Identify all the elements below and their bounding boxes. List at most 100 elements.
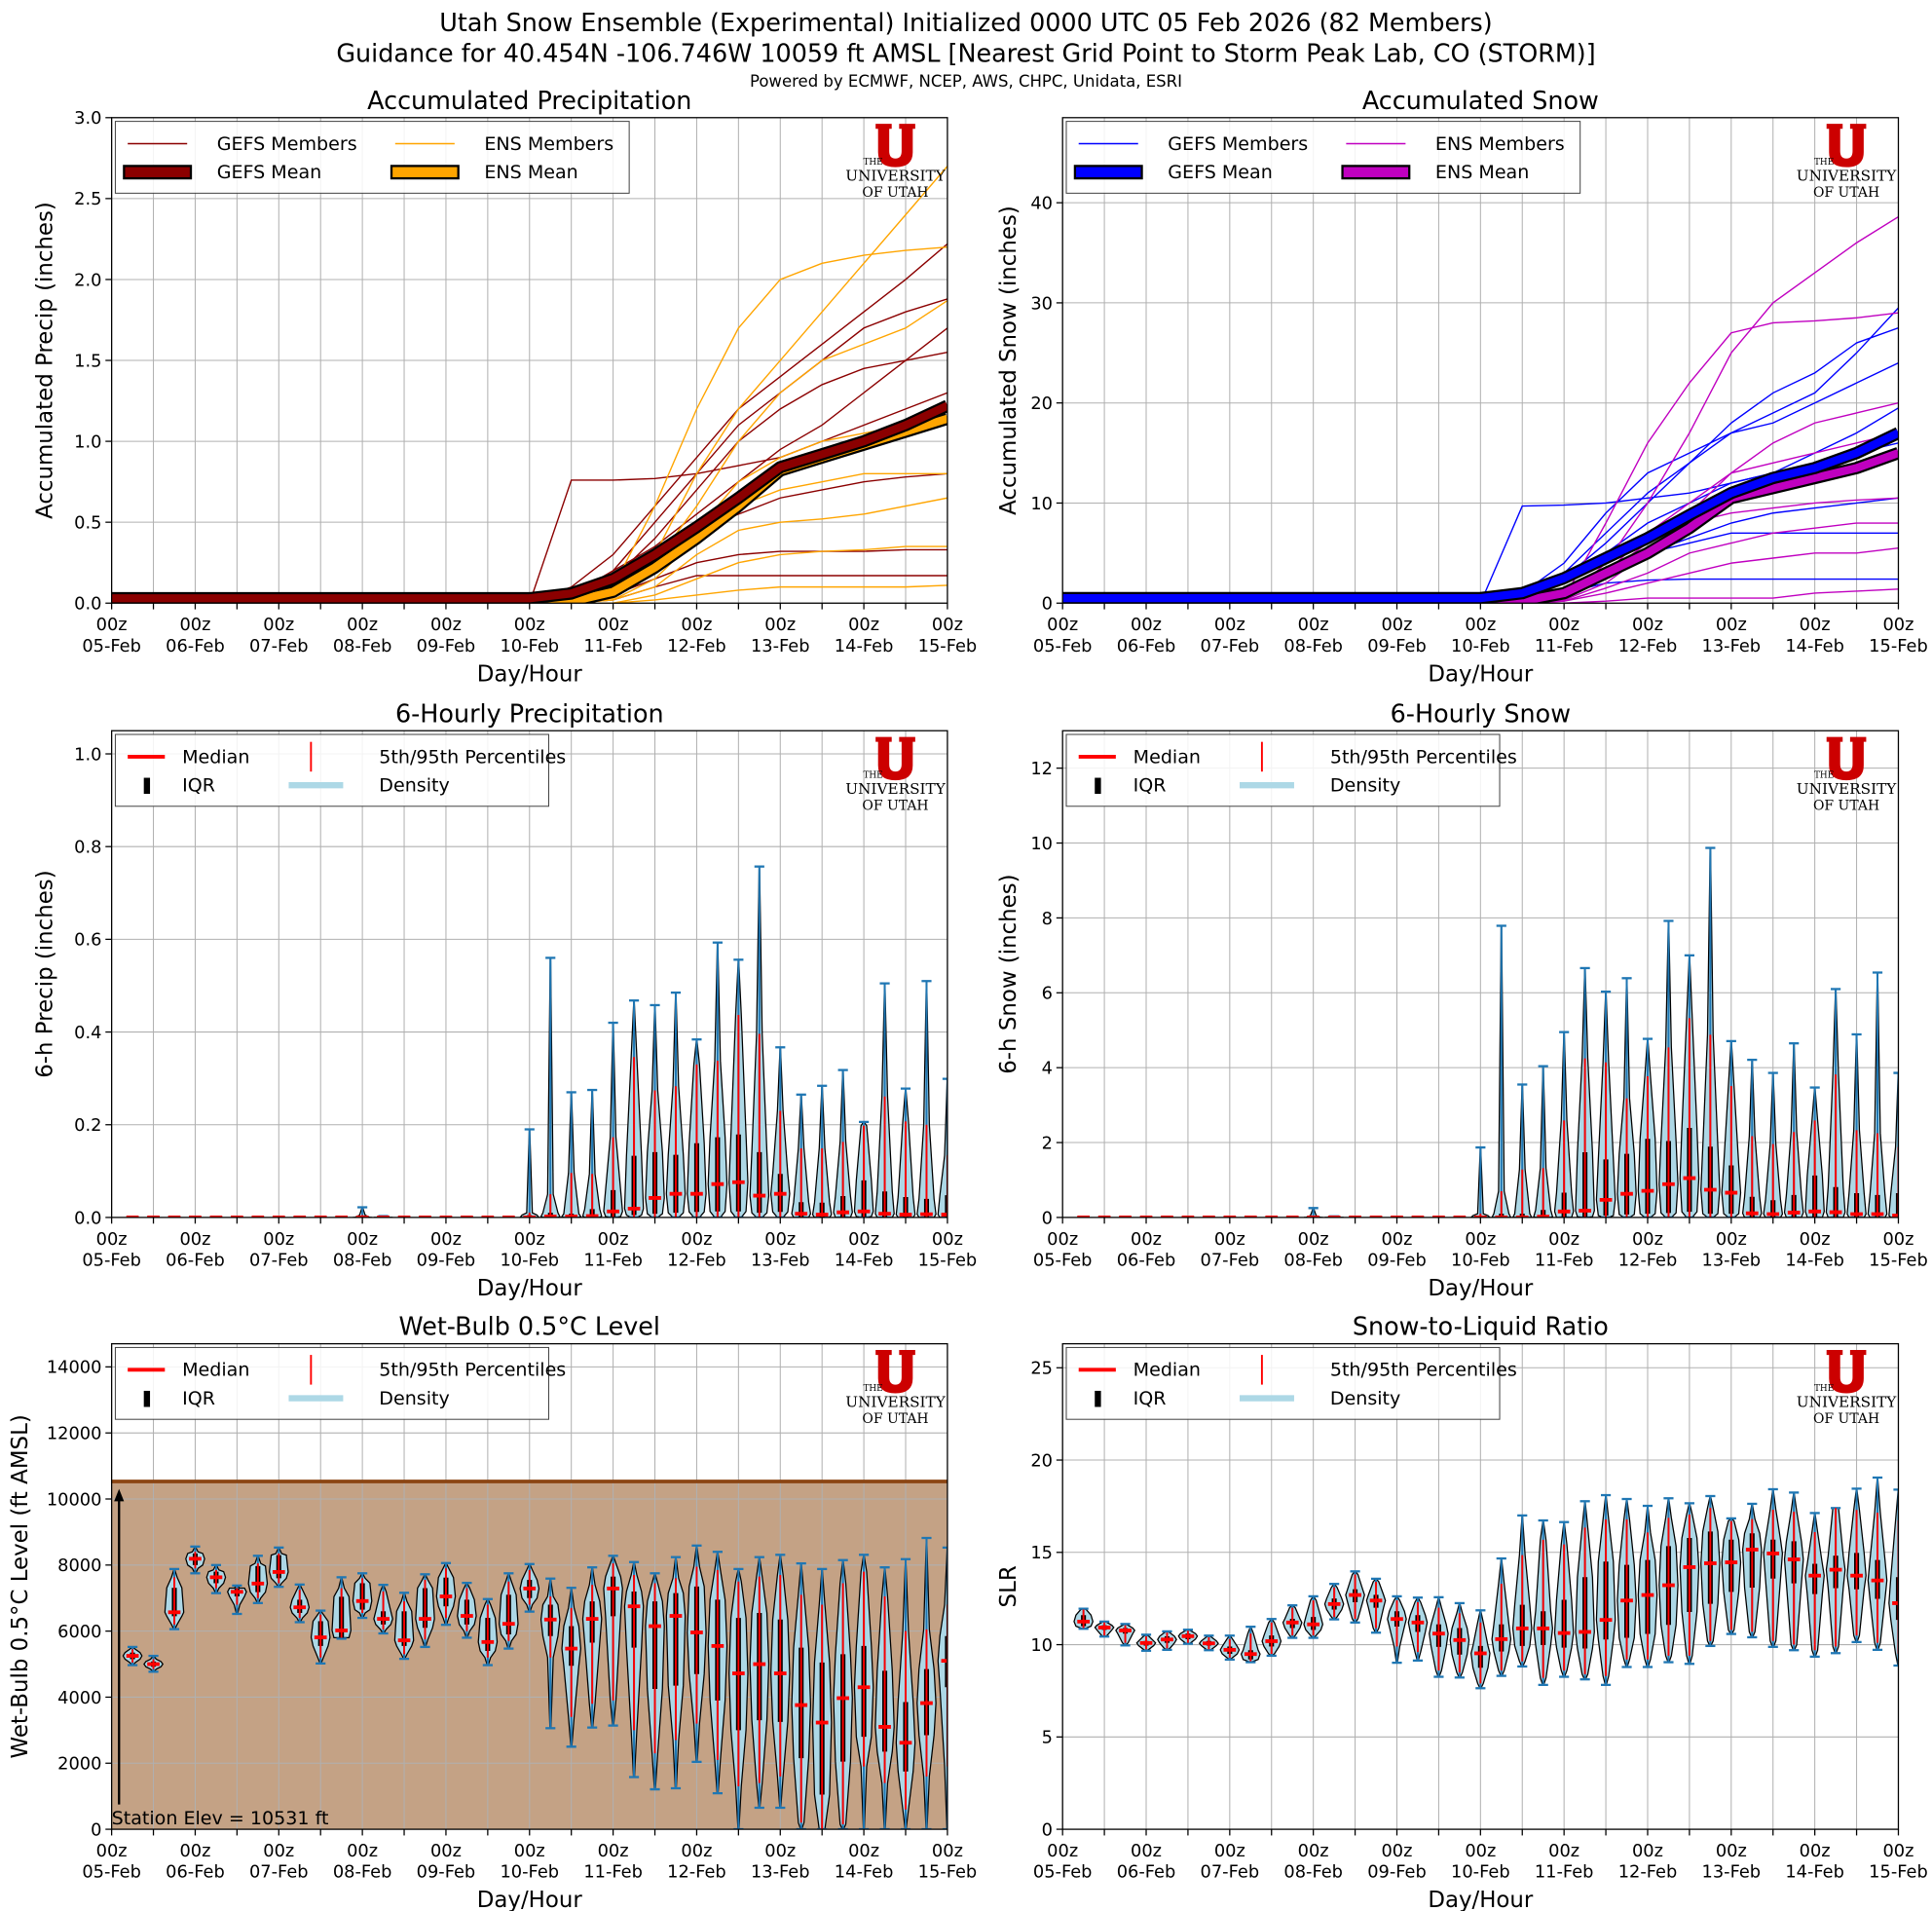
x-axis-label: Day/Hour — [477, 1276, 583, 1301]
violin — [1115, 1623, 1135, 1647]
mean-line-gefs-mean — [1062, 429, 1899, 603]
x-tick-label-date: 13-Feb — [751, 1862, 810, 1883]
logo-text-the: THE — [1814, 1384, 1834, 1394]
violin — [1679, 1502, 1700, 1666]
y-tick-label: 0 — [1042, 1208, 1053, 1228]
x-tick-label-date: 13-Feb — [1702, 636, 1762, 656]
legend-swatch — [1073, 165, 1143, 180]
legend: Median 5th/95th Percentiles IQR Density — [114, 733, 566, 807]
x-tick-label-date: 14-Feb — [835, 636, 894, 656]
x-tick-label-date: 15-Feb — [1869, 636, 1928, 656]
violin — [393, 1592, 415, 1661]
x-tick-label-date: 09-Feb — [1367, 1251, 1427, 1271]
legend-label: ENS Mean — [484, 162, 577, 183]
x-tick-label-hour: 00z — [764, 1229, 796, 1250]
violin — [289, 1583, 311, 1624]
utah-u-icon — [875, 1349, 915, 1394]
x-tick-label-hour: 00z — [1381, 1841, 1412, 1861]
x-tick-label-hour: 00z — [681, 1841, 712, 1861]
violin — [1846, 1487, 1867, 1644]
member-line — [1062, 588, 1899, 604]
y-tick-label: 0 — [1042, 594, 1053, 615]
plot-area — [122, 1536, 947, 1830]
legend-label: Median — [1133, 746, 1201, 768]
violin — [1658, 919, 1679, 1218]
violin — [310, 1609, 331, 1666]
member-line — [111, 299, 947, 604]
legend-label: Density — [1330, 1388, 1400, 1409]
violin — [1157, 1630, 1177, 1652]
x-tick-label-hour: 00z — [96, 1841, 128, 1861]
violin — [1700, 846, 1721, 1218]
x-tick-label-date: 12-Feb — [667, 1862, 726, 1883]
x-tick-label-date: 06-Feb — [1117, 1862, 1176, 1883]
violin — [1219, 1634, 1241, 1662]
legend-label: Median — [182, 746, 249, 768]
x-tick-label-date: 11-Feb — [1535, 1251, 1594, 1271]
x-tick-label-hour: 00z — [1632, 1229, 1663, 1250]
x-tick-label-hour: 00z — [1632, 1841, 1663, 1861]
violin — [1700, 1494, 1721, 1648]
violin — [1177, 1629, 1199, 1645]
figure-subtitle: Guidance for 40.454N -106.746W 10059 ft … — [336, 39, 1595, 68]
y-tick-label: 0.4 — [74, 1023, 101, 1043]
y-tick-label: 6 — [1042, 984, 1053, 1004]
violin — [1637, 1037, 1658, 1218]
x-tick-label-hour: 00z — [430, 1229, 462, 1250]
legend-label: 5th/95th Percentiles — [1330, 746, 1517, 768]
y-tick-label: 3.0 — [74, 108, 101, 129]
x-tick-label-hour: 00z — [1465, 1841, 1496, 1861]
violin — [623, 999, 645, 1218]
violin — [1741, 1502, 1763, 1639]
violin — [1304, 1207, 1323, 1218]
chart-panel-6-hourly-precipitation: 00z05-Feb00z06-Feb00z07-Feb00z08-Feb00z0… — [33, 698, 978, 1301]
logo-text-utah: OF UTAH — [1813, 185, 1879, 201]
violin — [1721, 1039, 1742, 1218]
x-tick-label-date: 08-Feb — [333, 1251, 392, 1271]
violin — [645, 1572, 665, 1791]
y-axis-label: 6-h Precip (inches) — [33, 870, 58, 1077]
x-tick-label-hour: 00z — [1131, 1841, 1162, 1861]
legend-label: 5th/95th Percentiles — [379, 746, 566, 768]
x-tick-label-date: 12-Feb — [1618, 1251, 1678, 1271]
legend-box — [1065, 121, 1581, 194]
x-tick-label-hour: 00z — [263, 1841, 294, 1861]
y-tick-label: 0 — [1042, 1819, 1053, 1840]
logo-text-the: THE — [1814, 158, 1834, 168]
legend-label: GEFS Members — [217, 133, 357, 155]
member-line — [1062, 522, 1899, 604]
plot-area — [1062, 215, 1899, 604]
x-tick-label-date: 12-Feb — [1618, 1862, 1678, 1883]
violin — [1094, 1620, 1115, 1638]
legend-label: GEFS Mean — [217, 162, 322, 183]
x-tick-label-date: 05-Feb — [1033, 1862, 1093, 1883]
x-tick-label-date: 08-Feb — [1283, 636, 1343, 656]
y-tick-label: 1.0 — [74, 431, 101, 452]
violin — [874, 1566, 895, 1830]
member-line — [111, 392, 947, 604]
x-tick-label-date: 13-Feb — [1702, 1862, 1762, 1883]
violin — [1741, 1058, 1763, 1218]
violin — [749, 1555, 770, 1810]
violin — [519, 1128, 540, 1218]
utah-u-icon — [875, 124, 915, 168]
x-tick-label-date: 09-Feb — [417, 636, 476, 656]
x-tick-label-hour: 00z — [96, 615, 128, 635]
y-tick-label: 40 — [1030, 194, 1053, 214]
x-tick-label-hour: 00z — [347, 615, 378, 635]
violin — [205, 1563, 227, 1594]
x-tick-label-hour: 00z — [598, 615, 629, 635]
violin — [1511, 1083, 1533, 1218]
x-tick-label-date: 05-Feb — [82, 1251, 141, 1271]
legend: GEFS Members ENS Members GEFS Mean ENS Mean — [114, 121, 630, 194]
legend: GEFS Members ENS Members GEFS Mean ENS Mean — [1065, 121, 1581, 194]
x-tick-label-date: 06-Feb — [1117, 636, 1176, 656]
legend: Median 5th/95th Percentiles IQR Density — [1065, 1346, 1517, 1420]
violin — [1429, 1595, 1449, 1678]
violin — [1658, 1497, 1679, 1664]
violin — [1303, 1594, 1323, 1639]
x-tick-label-hour: 00z — [848, 615, 879, 635]
x-tick-label-date: 05-Feb — [82, 1862, 141, 1883]
